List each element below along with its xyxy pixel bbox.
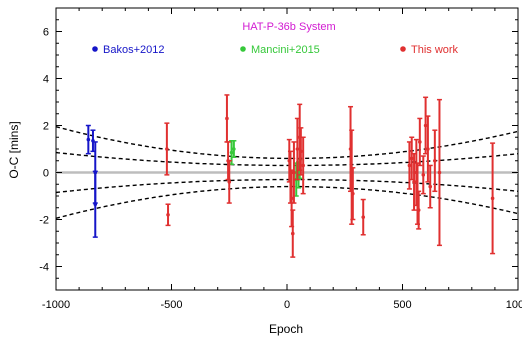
data-point [232, 147, 236, 151]
legend: Bakos+2012 Mancini+2015 This work [92, 44, 459, 56]
x-axis-label: Epoch [269, 322, 303, 336]
y-tick-label: 2 [43, 121, 49, 133]
data-point [433, 158, 437, 163]
data-point [289, 196, 294, 201]
y-tick-label: 6 [43, 27, 49, 39]
data-point [229, 150, 234, 155]
data-point [299, 149, 303, 154]
data-point [361, 215, 366, 219]
data-point [225, 116, 229, 121]
data-point [428, 184, 433, 189]
data-point [351, 191, 355, 196]
data-point [301, 163, 305, 168]
data-point [490, 196, 495, 201]
series-group [164, 94, 496, 258]
data-point [426, 147, 430, 151]
data-point [93, 202, 98, 207]
data-point [418, 140, 422, 144]
envelope-curve [55, 178, 519, 194]
chart-title: HAT-P-36b System [242, 21, 335, 33]
data-point [227, 180, 232, 184]
data-point [409, 156, 414, 161]
x-tick-label: 1000 [506, 299, 522, 311]
axis-ticks: -1000 -500 0 500 1000 -4 -2 0 2 4 6 [39, 7, 522, 311]
legend-label: Bakos+2012 [103, 44, 164, 56]
data-point [437, 170, 442, 175]
x-tick-label: 0 [284, 299, 290, 311]
legend-label: Mancini+2015 [251, 44, 320, 56]
data-point [292, 170, 296, 175]
y-tick-label: 4 [43, 74, 49, 86]
x-tick-label: -1000 [42, 299, 70, 311]
data-point [86, 137, 91, 142]
x-tick-label: -500 [160, 299, 182, 311]
data-point [407, 163, 412, 168]
y-tick-label: -4 [39, 262, 49, 274]
series-group [85, 124, 98, 238]
data-point [295, 147, 300, 151]
data-points [85, 94, 496, 258]
legend-marker [240, 46, 246, 52]
legend-marker [92, 46, 98, 52]
data-point [290, 231, 295, 236]
data-point [165, 147, 169, 151]
data-point [421, 173, 426, 177]
y-tick-label: -2 [39, 215, 49, 227]
data-point [416, 208, 421, 212]
legend-label: This work [411, 44, 459, 56]
data-point [423, 123, 428, 128]
x-tick-label: 500 [393, 299, 411, 311]
legend-marker [400, 46, 406, 52]
envelope-curve [55, 126, 519, 160]
envelope-curve [55, 185, 519, 219]
y-tick-label: 0 [43, 168, 49, 180]
data-point [412, 180, 416, 184]
y-axis-label: O-C [mins] [7, 121, 21, 178]
envelope-curve [55, 151, 519, 167]
data-point [166, 213, 170, 217]
envelope-curves [55, 126, 519, 219]
